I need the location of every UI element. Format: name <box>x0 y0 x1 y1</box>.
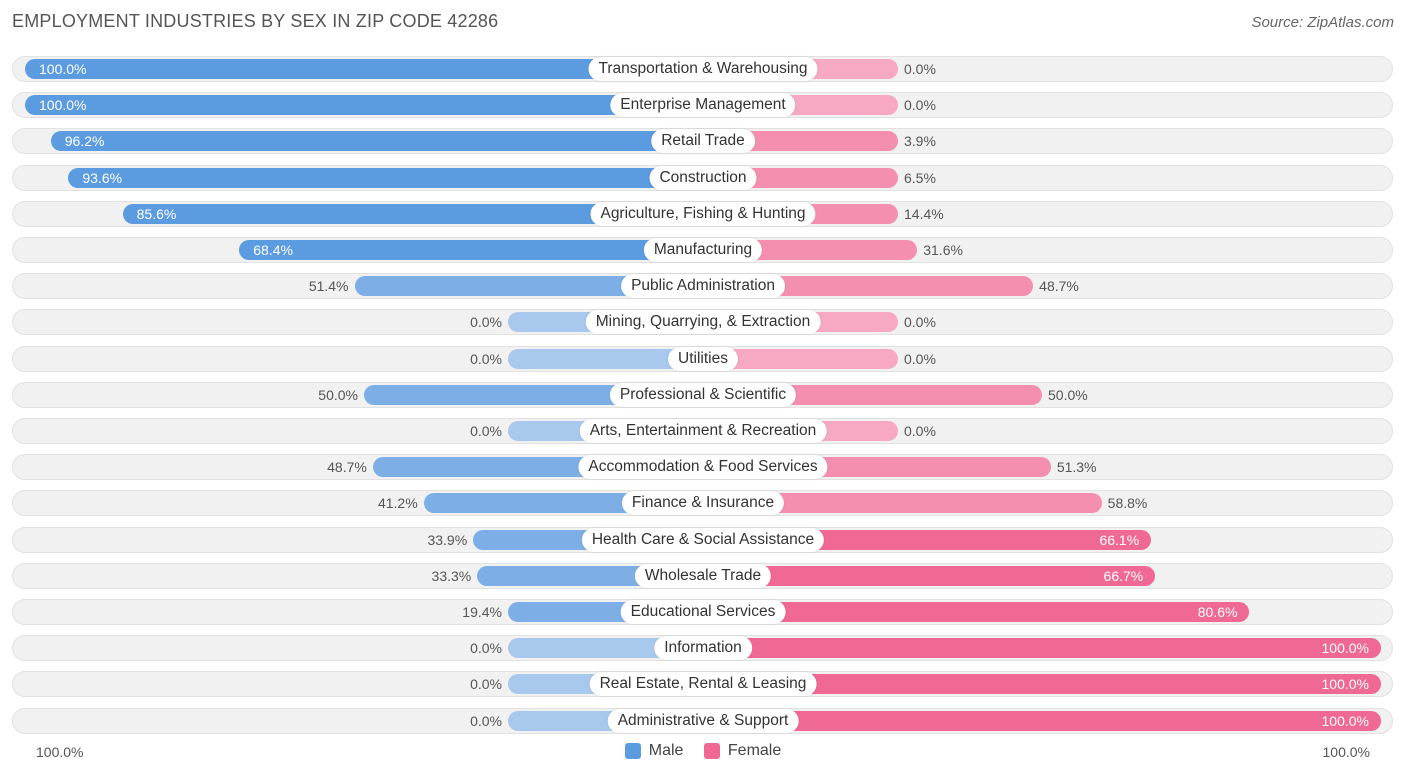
female-value-label: 0.0% <box>904 61 936 77</box>
female-value-label: 80.6% <box>1197 604 1238 620</box>
category-label: Utilities <box>668 346 738 371</box>
male-value-label: 33.9% <box>427 531 468 548</box>
category-label: Retail Trade <box>651 129 755 154</box>
category-label: Finance & Insurance <box>621 491 785 516</box>
male-bar[interactable] <box>122 203 703 224</box>
female-value-label: 51.3% <box>1056 459 1097 476</box>
category-label: Enterprise Management <box>610 93 796 118</box>
male-value-label: 0.0% <box>470 712 502 729</box>
legend-label-female: Female <box>727 742 782 759</box>
male-value-label: 19.4% <box>462 604 502 620</box>
female-bar[interactable] <box>703 638 1381 659</box>
male-bar[interactable] <box>68 167 703 188</box>
female-value-label: 3.9% <box>904 133 936 150</box>
male-value-label: 85.6% <box>136 205 177 222</box>
female-value-label: 100.0% <box>1321 676 1369 693</box>
category-label: Mining, Quarrying, & Extraction <box>585 310 821 335</box>
legend-item-female[interactable]: Female <box>703 742 782 760</box>
category-label: Transportation & Warehousing <box>588 57 818 81</box>
female-value-label: 0.0% <box>904 350 936 367</box>
female-value-label: 66.1% <box>1099 531 1140 548</box>
legend-swatch-female <box>703 743 720 759</box>
female-value-label: 66.7% <box>1103 567 1144 584</box>
male-bar[interactable] <box>25 95 703 116</box>
category-label: Accommodation & Food Services <box>578 455 828 480</box>
female-bar[interactable] <box>703 276 1034 297</box>
male-bar[interactable] <box>354 276 703 297</box>
female-value-label: 31.6% <box>923 242 963 258</box>
female-bar[interactable] <box>703 493 1102 514</box>
female-value-label: 50.0% <box>1048 386 1088 403</box>
male-value-label: 48.7% <box>327 459 367 476</box>
male-value-label: 0.0% <box>470 676 502 693</box>
category-label: Construction <box>649 165 757 190</box>
female-bar[interactable] <box>703 674 1381 695</box>
female-value-label: 14.4% <box>904 205 944 222</box>
male-value-label: 51.4% <box>308 278 349 295</box>
legend-item-male[interactable]: Male <box>624 742 684 760</box>
axis-right-label: 100.0% <box>1322 744 1370 760</box>
male-bar[interactable] <box>50 131 703 152</box>
male-value-label: 68.4% <box>253 242 293 258</box>
male-value-label: 96.2% <box>64 133 105 150</box>
female-value-label: 0.0% <box>904 314 936 331</box>
category-label: Information <box>654 636 752 661</box>
category-label: Administrative & Support <box>607 708 799 733</box>
male-value-label: 93.6% <box>82 169 123 186</box>
male-bar[interactable] <box>508 348 703 369</box>
female-value-label: 0.0% <box>904 423 936 439</box>
category-label: Educational Services <box>620 600 786 624</box>
male-bar[interactable] <box>239 240 703 260</box>
female-value-label: 48.7% <box>1039 278 1079 295</box>
legend-label-male: Male <box>648 742 684 759</box>
female-bar[interactable] <box>703 602 1250 622</box>
female-value-label: 0.0% <box>904 97 936 114</box>
male-value-label: 0.0% <box>470 640 502 657</box>
legend-swatch-male <box>624 743 641 759</box>
male-value-label: 33.3% <box>431 567 472 584</box>
male-bar[interactable] <box>25 59 703 79</box>
male-value-label: 41.2% <box>377 495 418 512</box>
category-label: Arts, Entertainment & Recreation <box>579 419 827 443</box>
male-value-label: 0.0% <box>470 350 502 367</box>
male-value-label: 50.0% <box>318 386 358 403</box>
category-label: Manufacturing <box>643 238 763 262</box>
axis-left-label: 100.0% <box>36 744 84 760</box>
female-value-label: 100.0% <box>1321 640 1369 657</box>
category-label: Wholesale Trade <box>634 563 772 588</box>
female-value-label: 100.0% <box>1321 712 1369 729</box>
female-bar[interactable] <box>703 348 898 369</box>
female-bar[interactable] <box>703 565 1156 586</box>
female-value-label: 6.5% <box>904 169 936 186</box>
category-label: Agriculture, Fishing & Hunting <box>590 201 816 226</box>
female-value-label: 58.8% <box>1107 495 1148 512</box>
category-label: Real Estate, Rental & Leasing <box>589 672 817 697</box>
chart-title: EMPLOYMENT INDUSTRIES BY SEX IN ZIP CODE… <box>12 11 499 31</box>
category-label: Professional & Scientific <box>609 382 797 407</box>
legend: Male Female <box>0 742 1406 764</box>
male-value-label: 0.0% <box>470 314 502 331</box>
male-value-label: 100.0% <box>39 61 87 77</box>
source-label: Source: ZipAtlas.com <box>1251 14 1394 31</box>
category-label: Health Care & Social Assistance <box>581 527 825 552</box>
female-bar[interactable] <box>703 710 1381 731</box>
category-label: Public Administration <box>621 274 785 299</box>
male-value-label: 0.0% <box>470 423 502 439</box>
male-value-label: 100.0% <box>39 97 87 114</box>
